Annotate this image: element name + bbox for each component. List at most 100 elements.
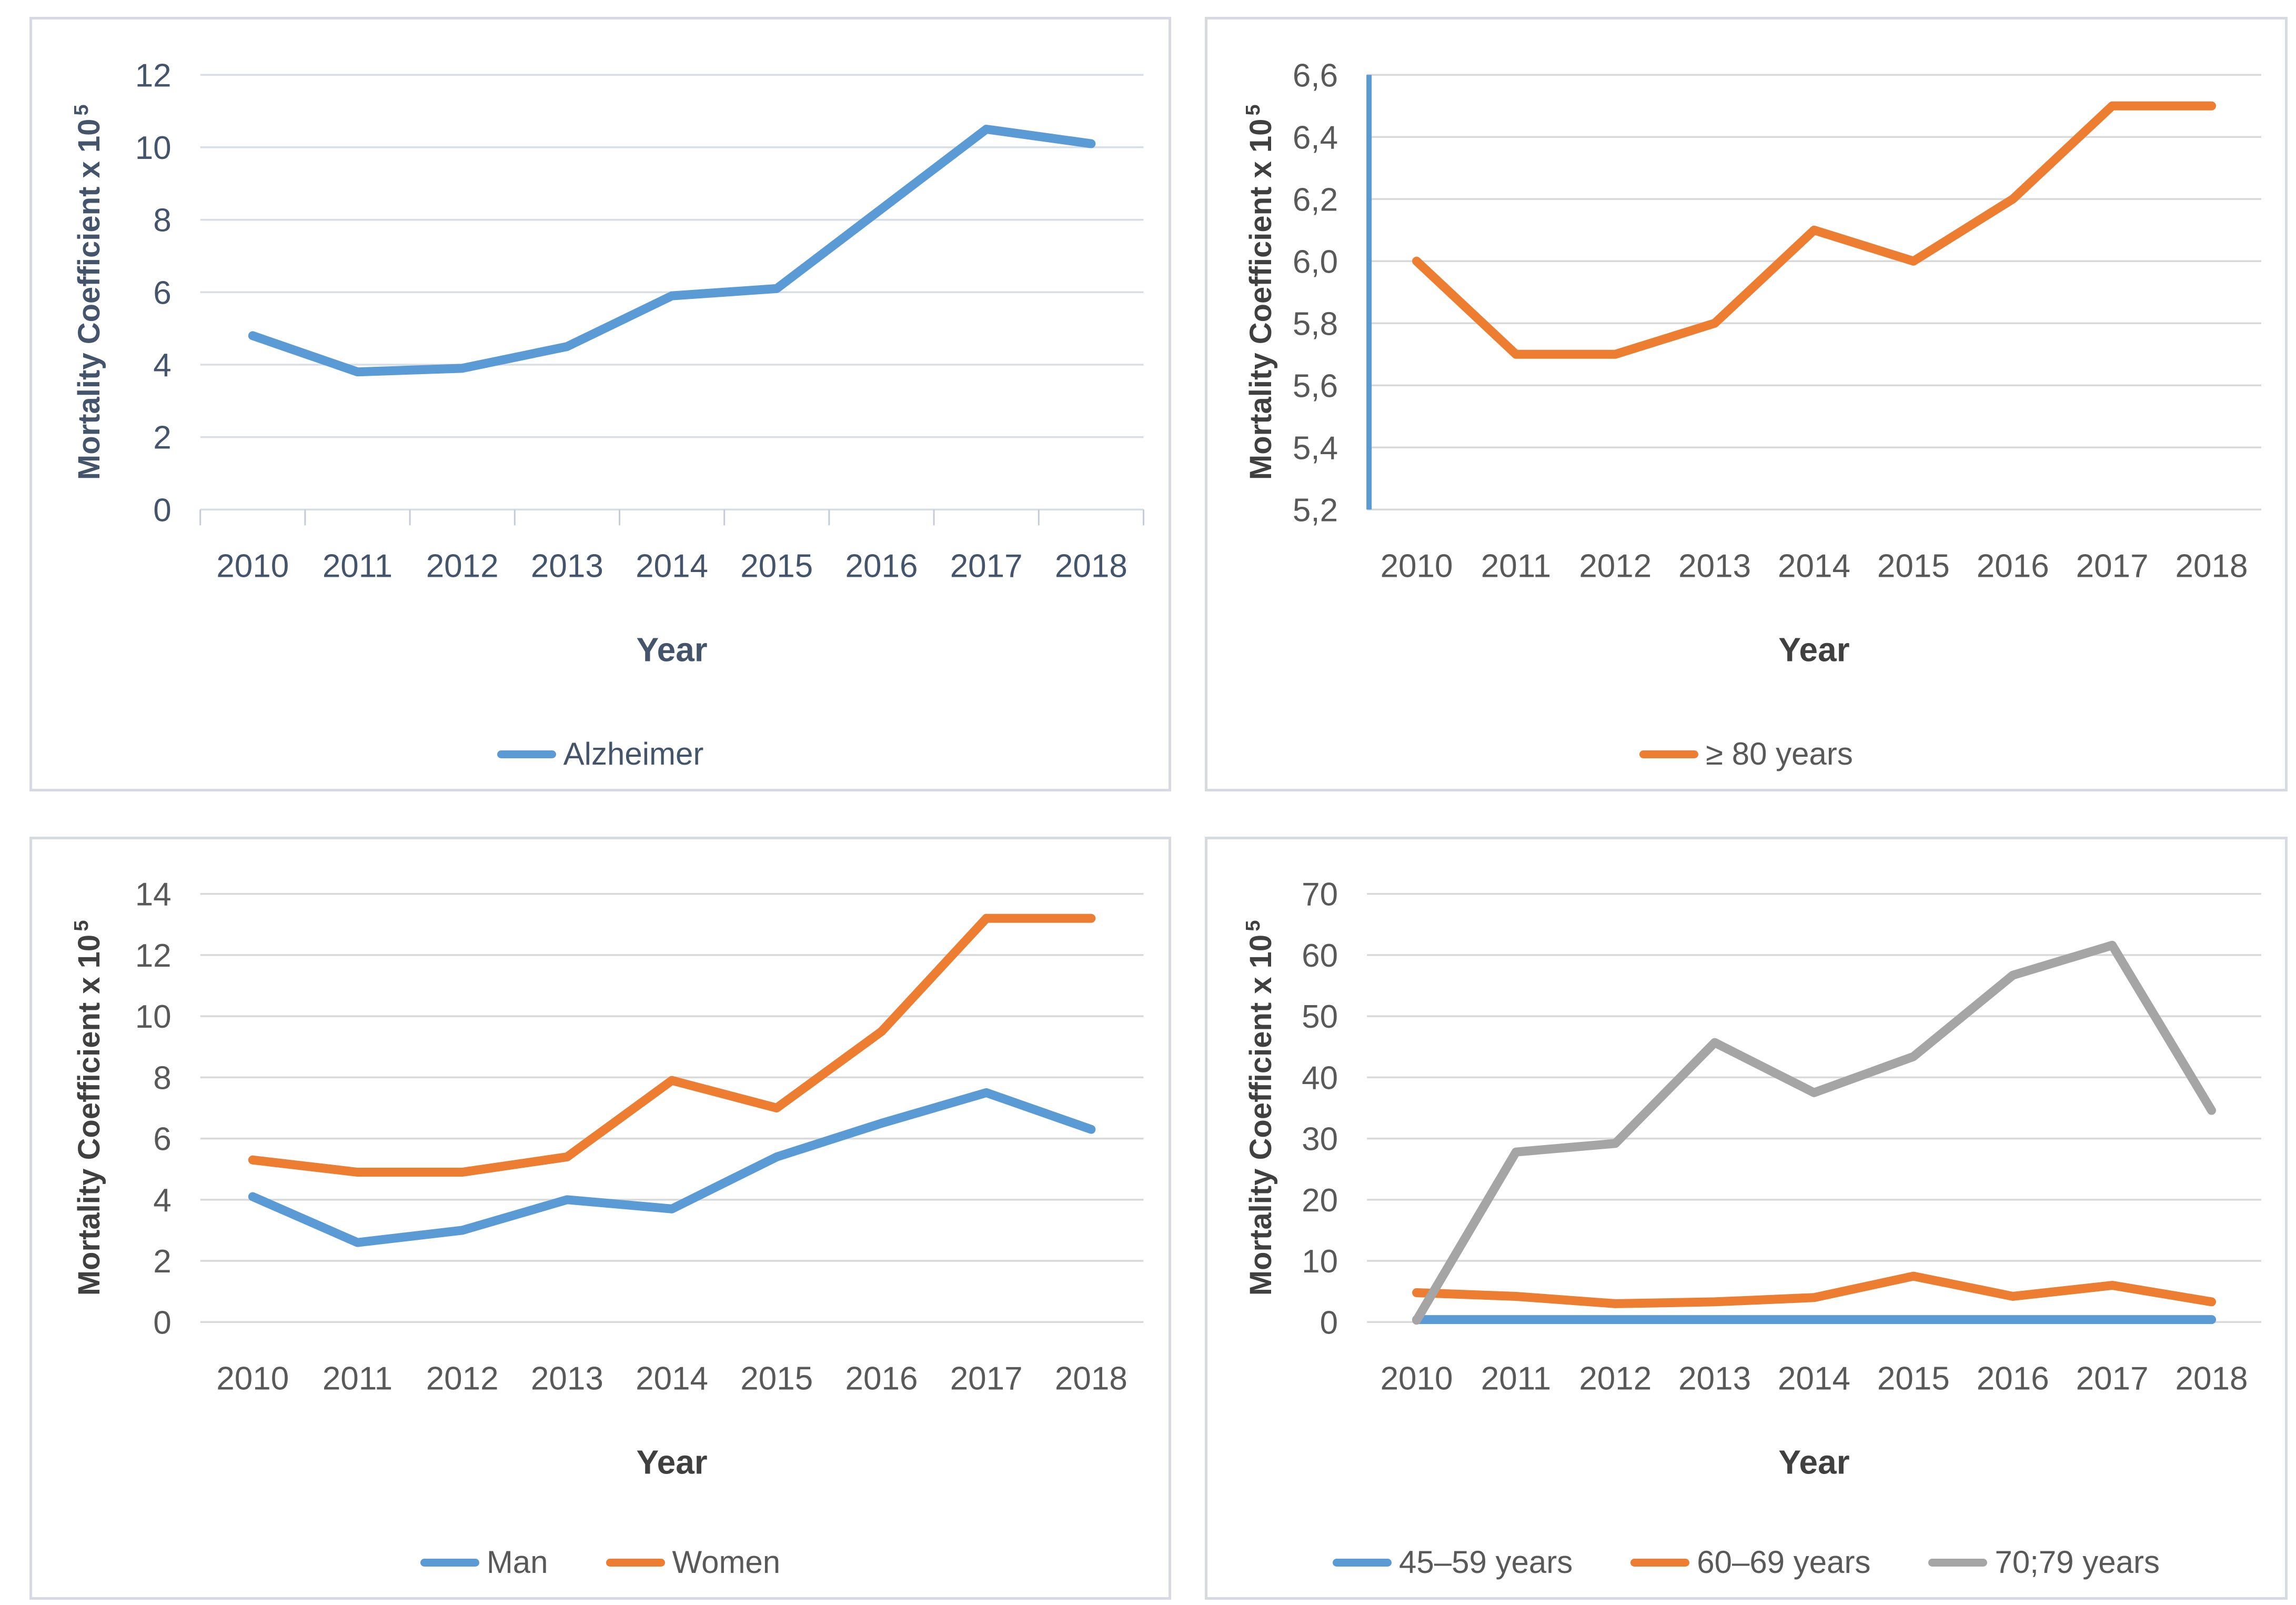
y-tick-label: 60	[1302, 938, 1338, 974]
age-groups-chart-panel: 0 10 20 30 40 50 60 70 2010 2011 2012 2013 2014 2015 2…	[1205, 837, 2288, 1600]
age-80-plus-line-chart: 5,2 5,4 5,6 5,8 6,0 6,2 6,4 6,6 2010 2011 2012 2013…	[1242, 57, 2261, 668]
x-tick-label: 2016	[1977, 1360, 2049, 1397]
legend-line-marker	[497, 750, 556, 758]
y-tick-label: 4	[153, 347, 171, 384]
y-tick-label: 10	[135, 999, 172, 1035]
legend-label: ≥ 80 years	[1706, 736, 1853, 771]
legend-label: Women	[672, 1544, 781, 1580]
x-tick-label: 2010	[1381, 1360, 1453, 1397]
man-women-chart-panel: 0 2 4 6 8 10 12 14 2010 2011 2012 2013 2014 2015 2016 2…	[29, 837, 1171, 1600]
y-tick-label: 30	[1302, 1121, 1338, 1158]
legend-label: 70;79 years	[1995, 1544, 2160, 1580]
y-axis-title-group: Mortality Coefficient x 105	[1242, 920, 1278, 1296]
x-tick-label: 2015	[740, 548, 813, 584]
series-line-women	[248, 914, 1096, 1177]
legend-line-marker	[1332, 1558, 1392, 1567]
y-tick-label: 70	[1302, 877, 1338, 913]
y-tick-label: 5,2	[1293, 492, 1338, 528]
x-tick-label: 2015	[740, 1360, 813, 1397]
y-tick-label: 50	[1302, 999, 1338, 1035]
age-80-plus-legend: ≥ 80 years	[1207, 738, 2285, 770]
x-tick-label: 2015	[1877, 1360, 1950, 1397]
alzheimer-legend: Alzheimer	[32, 738, 1169, 770]
legend-label: Man	[486, 1544, 548, 1580]
x-tick-label: 2017	[950, 548, 1023, 584]
y-axis-title-group: Mortality Coefficient x 105	[71, 104, 106, 480]
y-tick-label: 6,0	[1293, 244, 1338, 280]
y-tick-label: 0	[1320, 1305, 1338, 1341]
y-axis-title: Mortality Coefficient x 105	[71, 104, 106, 480]
legend-item: Alzheimer	[497, 738, 703, 770]
x-tick-label: 2010	[1381, 548, 1453, 584]
x-tick-label: 2011	[323, 548, 392, 584]
x-tick-label: 2010	[216, 548, 289, 584]
y-tick-label: 8	[153, 203, 171, 239]
y-tick-label: 40	[1302, 1060, 1338, 1096]
x-tick-label: 2013	[1678, 548, 1751, 584]
x-axis-title: Year	[636, 1443, 707, 1481]
x-tick-label: 2011	[323, 1360, 392, 1397]
legend-item: Man	[420, 1547, 548, 1578]
legend-item: ≥ 80 years	[1639, 738, 1853, 770]
x-tick-label: 2010	[216, 1360, 289, 1397]
x-tick-label: 2014	[636, 1360, 708, 1397]
series-line--80-years	[1412, 101, 2217, 359]
y-tick-label: 20	[1302, 1182, 1338, 1219]
x-tick-label: 2011	[1481, 548, 1551, 584]
y-axis-title-group: Mortality Coefficient x 105	[71, 920, 106, 1296]
y-axis-title: Mortality Coefficient x 105	[71, 920, 106, 1296]
y-tick-label: 2	[153, 420, 171, 456]
age-80-plus-chart-panel: 5,2 5,4 5,6 5,8 6,0 6,2 6,4 6,6 2010 2011 2012 2013…	[1205, 17, 2288, 791]
x-tick-label: 2012	[1579, 1360, 1651, 1397]
x-axis-title: Year	[636, 630, 707, 668]
x-tick-label: 2013	[531, 548, 603, 584]
legend-line-marker	[1928, 1558, 1988, 1567]
x-tick-label: 2017	[950, 1360, 1023, 1397]
y-tick-label: 6,2	[1293, 182, 1338, 218]
series-line-70-79-years	[1412, 940, 2217, 1325]
legend-item: 45–59 years	[1332, 1544, 1573, 1580]
x-tick-label: 2017	[2076, 1360, 2149, 1397]
y-tick-label: 5,4	[1293, 430, 1338, 466]
y-axis-title: Mortality Coefficient x 105	[1242, 104, 1278, 480]
x-tick-label: 2017	[2076, 548, 2149, 584]
x-axis-title: Year	[1778, 630, 1849, 668]
y-tick-label: 8	[153, 1060, 171, 1096]
x-tick-label: 2018	[2176, 1360, 2248, 1397]
x-tick-label: 2012	[1579, 548, 1651, 584]
series-line-60-69-years	[1412, 1271, 2217, 1308]
man-women-legend: Man Women	[32, 1547, 1169, 1578]
y-axis-title-group: Mortality Coefficient x 105	[1242, 104, 1278, 480]
series-line-man	[248, 1088, 1096, 1247]
y-tick-label: 2	[153, 1243, 171, 1280]
x-tick-label: 2018	[1055, 548, 1127, 584]
x-tick-label: 2016	[1977, 548, 2049, 584]
age-groups-line-chart: 0 10 20 30 40 50 60 70 2010 2011 2012 2013 2014 2015 2…	[1242, 877, 2261, 1481]
legend-line-marker	[606, 1558, 665, 1567]
x-tick-label: 2012	[426, 548, 499, 584]
legend-item: 60–69 years	[1630, 1547, 1870, 1578]
y-tick-label: 10	[1302, 1243, 1338, 1280]
legend-line-marker	[420, 1558, 479, 1567]
y-tick-label: 12	[135, 57, 172, 94]
y-tick-label: 10	[135, 130, 172, 166]
y-tick-label: 14	[135, 877, 172, 913]
x-tick-label: 2014	[1778, 548, 1850, 584]
alzheimer-line-chart: 0 2 4 6 8 10 12 2010 2011 2012 2013 2014 2015 2016 201…	[71, 57, 1144, 668]
y-tick-label: 6	[153, 1121, 171, 1158]
alzheimer-chart-panel: 0 2 4 6 8 10 12 2010 2011 2012 2013 2014 2015 2016 201…	[29, 17, 1171, 791]
y-axis-title: Mortality Coefficient x 105	[1242, 920, 1278, 1296]
x-tick-label: 2012	[426, 1360, 499, 1397]
age-groups-legend: 45–59 years 60–69 years 70;79 years	[1207, 1547, 2285, 1578]
x-tick-label: 2013	[531, 1360, 603, 1397]
y-tick-label: 5,6	[1293, 368, 1338, 404]
y-tick-label: 12	[135, 938, 172, 974]
y-tick-label: 6,6	[1293, 57, 1338, 94]
legend-label: 45–59 years	[1398, 1544, 1573, 1580]
x-axis-title: Year	[1778, 1443, 1849, 1481]
x-tick-label: 2018	[1055, 1360, 1127, 1397]
x-tick-label: 2016	[845, 1360, 918, 1397]
series-line-alzheimer	[248, 125, 1096, 377]
legend-line-marker	[1639, 750, 1699, 758]
legend-item: 70;79 years	[1928, 1547, 2160, 1578]
